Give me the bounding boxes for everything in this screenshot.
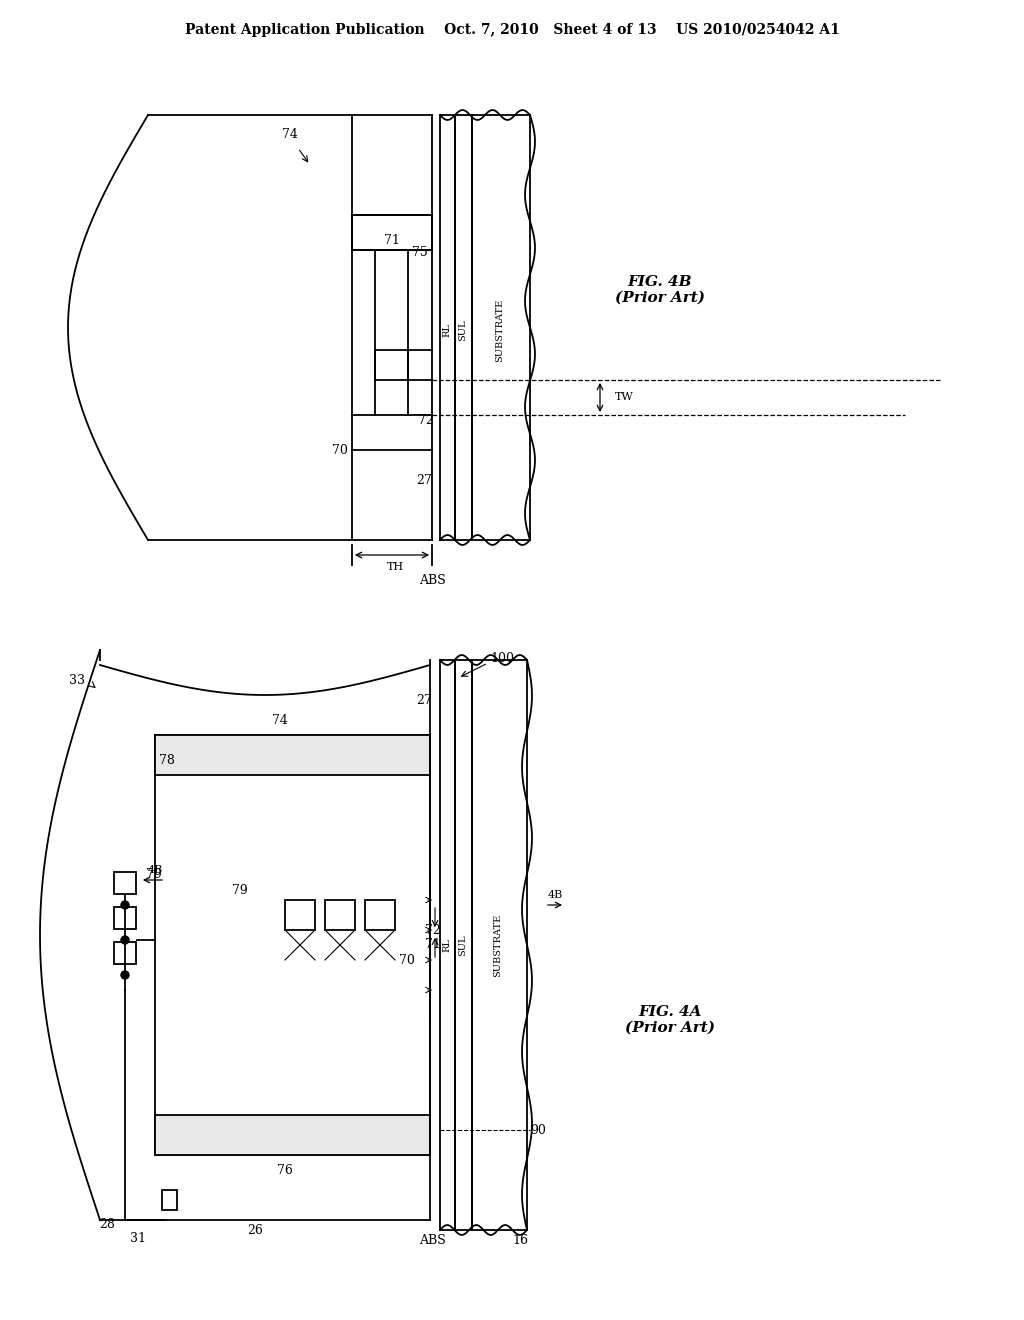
Text: 75: 75 (412, 246, 428, 259)
Text: 28: 28 (99, 1218, 115, 1232)
Text: SUBSTRATE: SUBSTRATE (494, 913, 503, 977)
Text: 79: 79 (232, 883, 248, 896)
Text: TH: TH (386, 562, 403, 572)
Text: 79: 79 (146, 869, 162, 882)
Bar (455, 115, 472, 540)
Text: RL: RL (442, 323, 452, 337)
Bar (285, 900, 315, 931)
Text: 33: 33 (69, 673, 85, 686)
Text: 70: 70 (399, 953, 415, 966)
Bar (472, 115, 530, 540)
Bar (325, 900, 355, 931)
Text: Patent Application Publication    Oct. 7, 2010   Sheet 4 of 13    US 2010/025404: Patent Application Publication Oct. 7, 2… (184, 22, 840, 37)
Bar (440, 660, 455, 1230)
Circle shape (121, 972, 129, 979)
Text: 27: 27 (416, 474, 432, 487)
Text: 78: 78 (159, 754, 175, 767)
Text: ABS: ABS (419, 573, 445, 586)
Bar (440, 115, 455, 540)
Bar (114, 907, 136, 929)
Text: 31: 31 (130, 1232, 146, 1245)
Text: 70: 70 (332, 444, 348, 457)
Bar (365, 900, 395, 931)
Text: 4B: 4B (147, 865, 163, 875)
Bar (455, 660, 472, 1230)
Bar (162, 1191, 177, 1210)
Bar (155, 1115, 430, 1155)
Text: 72: 72 (418, 413, 434, 426)
Text: 100: 100 (490, 652, 514, 664)
Bar (352, 215, 432, 249)
Text: 90: 90 (530, 1123, 546, 1137)
Text: 72: 72 (425, 924, 440, 936)
Text: SUL: SUL (459, 319, 468, 341)
Bar (472, 660, 527, 1230)
Text: 4B: 4B (548, 890, 562, 900)
Text: RL: RL (442, 939, 452, 952)
Bar (155, 735, 430, 1155)
Text: 16: 16 (512, 1233, 528, 1246)
Text: 74: 74 (272, 714, 288, 726)
Text: 71: 71 (425, 939, 441, 952)
Text: FIG. 4A
(Prior Art): FIG. 4A (Prior Art) (625, 1005, 715, 1035)
Circle shape (121, 902, 129, 909)
Bar (114, 873, 136, 894)
Text: 74: 74 (282, 128, 298, 141)
Text: TW: TW (615, 392, 634, 403)
Text: 27: 27 (416, 693, 432, 706)
Text: 76: 76 (278, 1163, 293, 1176)
Circle shape (121, 936, 129, 944)
Bar (155, 735, 430, 775)
Text: SUL: SUL (459, 935, 468, 956)
Text: FIG. 4B
(Prior Art): FIG. 4B (Prior Art) (615, 275, 705, 305)
Text: SUBSTRATE: SUBSTRATE (496, 298, 505, 362)
Text: ABS: ABS (419, 1233, 445, 1246)
Text: 26: 26 (247, 1224, 263, 1237)
Bar (114, 942, 136, 964)
Text: 71: 71 (384, 234, 400, 247)
